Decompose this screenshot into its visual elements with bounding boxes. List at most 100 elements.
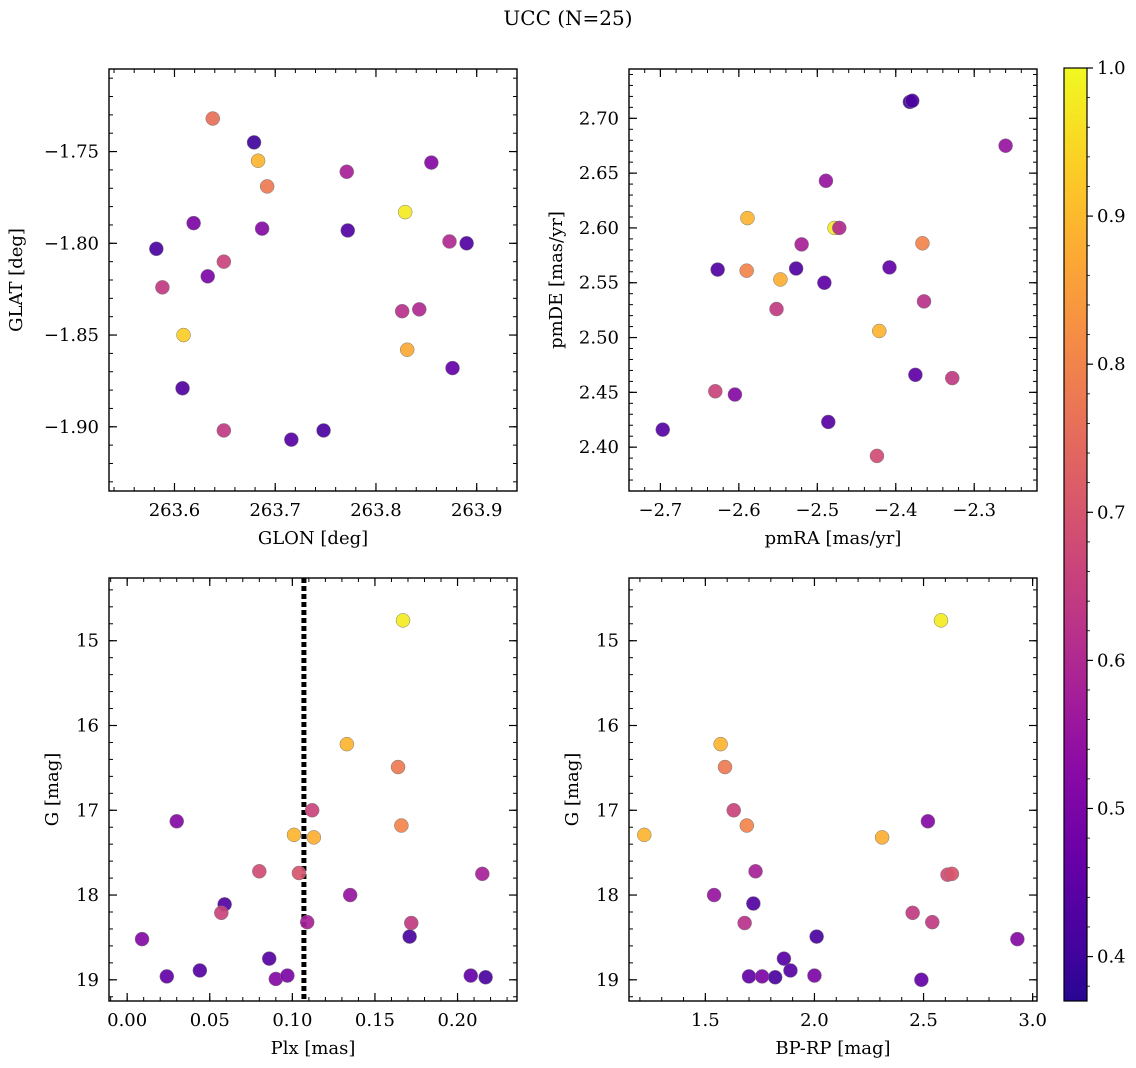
axes-frame <box>628 68 1038 492</box>
data-point <box>192 963 208 978</box>
x-tick-label: −2.6 <box>717 500 761 521</box>
x-tick-label: 263.9 <box>451 500 503 521</box>
data-point <box>739 818 755 833</box>
panel-bprp-g: 1.5 2.0 2.5 3.0 15 16 17 18 19 BP-RP [mag] G [mag] <box>562 577 1047 1059</box>
data-point <box>788 261 804 276</box>
data-point <box>746 896 761 911</box>
data-point <box>250 153 266 168</box>
data-point <box>832 220 847 236</box>
data-point <box>216 254 232 269</box>
data-point <box>726 803 741 818</box>
colorbar-tick-label: 0.8 <box>1097 354 1126 375</box>
data-point <box>776 951 792 966</box>
data-point <box>261 951 277 966</box>
data-point <box>478 970 493 985</box>
data-point <box>706 887 722 903</box>
x-axis-label: BP-RP [mag] <box>775 1038 890 1059</box>
data-point <box>254 221 270 236</box>
data-point <box>916 294 932 309</box>
panel-pmra-pmde: −2.7 −2.6 −2.5 −2.4 −2.3 2.40 2.45 2.50 2.55 2.60… <box>546 68 1038 549</box>
y-axis-label: pmDE [mas/yr] <box>546 211 567 349</box>
data-point <box>214 905 229 921</box>
x-tick-label: 0.00 <box>107 1010 147 1031</box>
data-point <box>944 866 960 882</box>
y-tick-label: −1.90 <box>44 417 99 438</box>
data-point <box>412 302 427 317</box>
x-tick-label: 1.5 <box>691 1010 720 1031</box>
data-point <box>741 969 757 984</box>
data-point <box>463 968 478 983</box>
data-point <box>259 179 275 194</box>
x-tick-label: −2.4 <box>874 500 918 521</box>
data-point <box>869 448 885 464</box>
data-point <box>291 865 307 881</box>
x-tick-label: 263.7 <box>249 500 301 521</box>
y-axis-label: G [mag] <box>42 753 63 826</box>
y-tick-label: 17 <box>596 800 619 821</box>
y-tick-label: 2.55 <box>579 273 619 294</box>
data-point <box>821 414 836 430</box>
data-point <box>920 814 936 829</box>
data-point <box>216 423 232 438</box>
data-point <box>655 422 670 437</box>
data-point <box>748 864 763 879</box>
axes-frame <box>108 577 518 1002</box>
x-tick-label: 0.15 <box>355 1010 395 1031</box>
data-point <box>945 370 960 386</box>
data-point <box>904 93 920 109</box>
colorbar-tick-label: 1.0 <box>1097 58 1126 79</box>
data-point <box>159 969 175 984</box>
data-point <box>882 260 897 275</box>
data-point <box>399 342 415 357</box>
data-point <box>134 931 150 947</box>
y-tick-label: 2.70 <box>579 108 619 129</box>
data-point <box>713 736 728 752</box>
data-point <box>175 381 190 396</box>
y-tick-label: 15 <box>76 631 99 652</box>
data-point <box>306 830 322 845</box>
y-tick-label: 16 <box>596 715 619 736</box>
data-point <box>155 280 170 295</box>
x-axis-label: pmRA [mas/yr] <box>765 528 902 549</box>
data-point <box>754 969 770 984</box>
data-point <box>340 223 356 238</box>
x-tick-label: −2.5 <box>795 500 839 521</box>
data-point <box>390 759 406 775</box>
data-point <box>794 237 809 252</box>
axes-frame <box>108 68 518 492</box>
data-point <box>773 272 788 287</box>
data-point <box>402 929 417 944</box>
data-point <box>914 972 929 988</box>
y-tick-label: 2.60 <box>579 218 619 239</box>
x-tick-label: 0.20 <box>437 1010 477 1031</box>
colorbar-tick-label: 0.5 <box>1097 798 1126 819</box>
x-axis-label: Plx [mas] <box>271 1038 356 1059</box>
data-point <box>737 915 752 931</box>
data-point <box>304 803 320 818</box>
y-tick-label: 18 <box>596 885 619 906</box>
data-point <box>769 301 784 317</box>
y-tick-label: −1.85 <box>44 325 99 346</box>
y-tick-label: 19 <box>596 970 619 991</box>
data-point <box>280 968 295 983</box>
y-tick-label: 18 <box>76 885 99 906</box>
data-point <box>809 929 824 944</box>
data-point <box>998 138 1013 153</box>
data-point <box>284 432 299 447</box>
data-point <box>783 963 798 978</box>
colorbar-tick-label: 0.9 <box>1097 206 1126 227</box>
x-tick-label: 0.10 <box>272 1010 312 1031</box>
x-tick-label: 263.6 <box>149 500 201 521</box>
axes-frame <box>628 577 1038 1002</box>
data-point <box>176 327 191 343</box>
data-point <box>169 814 184 829</box>
data-point <box>475 866 490 882</box>
panel-glon-glat: 263.6 263.7 263.8 263.9 −1.75 −1.80 −1.85 −1.90… <box>6 68 518 549</box>
data-point <box>404 915 419 931</box>
data-point <box>872 323 887 339</box>
data-point <box>817 275 832 290</box>
data-point <box>710 262 725 277</box>
x-tick-label: 0.05 <box>190 1010 230 1031</box>
data-point <box>205 111 221 126</box>
y-tick-label: 2.40 <box>579 437 619 458</box>
